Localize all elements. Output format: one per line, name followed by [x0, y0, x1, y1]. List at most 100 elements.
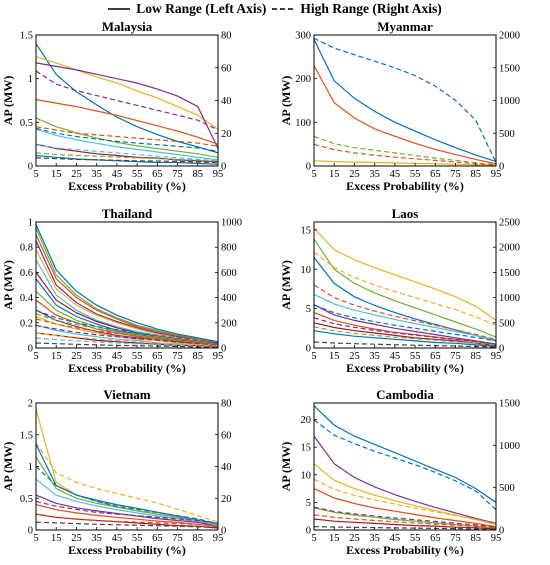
y-right-tick-label: 2500 — [499, 218, 520, 229]
series-line-high-11 — [36, 144, 218, 162]
axes-box — [35, 221, 219, 349]
x-tick-label: 45 — [112, 533, 123, 544]
subplot-title: Laos — [392, 206, 419, 221]
series-line-high-19 — [36, 337, 218, 348]
y-right-tick-label: 2000 — [499, 243, 520, 254]
series-line-low-3 — [314, 293, 496, 341]
legend-solid-line — [108, 8, 131, 10]
axes-box — [313, 402, 497, 531]
x-tick-label: 25 — [349, 533, 360, 544]
subplot-laos: 5 15 25 35 45 55 65 75 85 95051015050010001500200… — [279, 206, 520, 375]
series-line-low-6 — [36, 513, 218, 529]
x-tick-label: 25 — [71, 533, 82, 544]
y-left-tick-label: 1 — [28, 218, 33, 229]
x-tick-label: 45 — [390, 351, 401, 362]
x-tick-label: 5 — [311, 533, 316, 544]
series-line-low-1 — [314, 238, 496, 338]
x-tick-label: 25 — [71, 351, 82, 362]
series-line-low-2 — [36, 234, 218, 344]
y-left-tick-label: 100 — [295, 118, 311, 129]
y-right-tick-label: 1500 — [499, 399, 520, 410]
y-left-tick-label: 0 — [306, 344, 311, 355]
series-line-low-7 — [314, 330, 496, 347]
y-right-tick-label: 20 — [221, 129, 232, 140]
x-tick-label: 85 — [193, 169, 204, 180]
y-left-tick-label: 0.2 — [20, 318, 33, 329]
series-line-low-3 — [314, 488, 496, 528]
x-tick-label: 85 — [471, 351, 482, 362]
y-right-tick-label: 1000 — [499, 293, 520, 304]
y-right-tick-label: 200 — [221, 318, 237, 329]
subplot-title: Malaysia — [102, 19, 153, 34]
series-line-low-2 — [36, 62, 218, 149]
x-tick-label: 15 — [51, 351, 62, 362]
series-line-high-18 — [36, 332, 218, 347]
series-line-high-17 — [36, 324, 218, 347]
series-line-high-9 — [36, 500, 218, 525]
series-line-high-9 — [36, 126, 218, 147]
x-tick-label: 5 — [33, 169, 38, 180]
x-tick-label: 65 — [152, 169, 163, 180]
x-tick-label: 35 — [369, 533, 380, 544]
x-tick-label: 25 — [71, 169, 82, 180]
x-tick-label: 5 — [311, 169, 316, 180]
y-right-tick-label: 1000 — [221, 218, 242, 229]
series-line-low-1 — [36, 56, 218, 130]
y-right-tick-label: 500 — [499, 129, 515, 140]
x-axis-label: Excess Probability (%) — [346, 361, 464, 375]
x-tick-label: 15 — [329, 169, 340, 180]
series-line-high-8 — [314, 251, 496, 326]
x-tick-label: 65 — [152, 533, 163, 544]
x-tick-label: 45 — [112, 169, 123, 180]
x-tick-label: 25 — [349, 169, 360, 180]
x-tick-label: 55 — [410, 169, 421, 180]
y-left-tick-label: 0 — [28, 526, 33, 537]
y-right-tick-label: 20 — [221, 494, 232, 505]
x-tick-label: 5 — [311, 351, 316, 362]
x-tick-label: 85 — [471, 533, 482, 544]
y-right-tick-label: 0 — [221, 162, 226, 173]
subplot-title: Vietnam — [103, 387, 150, 402]
x-tick-label: 45 — [112, 351, 123, 362]
subplot-title: Cambodia — [376, 387, 434, 402]
y-right-tick-label: 80 — [221, 399, 232, 410]
series-line-low-1 — [314, 65, 496, 165]
series-line-low-3 — [36, 240, 218, 344]
x-tick-label: 85 — [193, 351, 204, 362]
series-line-high-8 — [36, 70, 218, 131]
y-left-tick-label: 1.5 — [20, 31, 33, 42]
x-tick-label: 75 — [172, 169, 183, 180]
subplot-malaysia: 5 15 25 35 45 55 65 75 85 9500.511.5020406080Mala… — [1, 19, 232, 193]
y-right-tick-label: 0 — [499, 344, 504, 355]
y-axis-label: AP (MW) — [279, 76, 293, 126]
series-line-high-20 — [36, 342, 218, 348]
subplot-title: Thailand — [102, 206, 153, 221]
x-axis-label: Excess Probability (%) — [68, 361, 186, 375]
series-line-low-2 — [36, 456, 218, 525]
series-line-high-7 — [314, 478, 496, 525]
y-left-tick-label: 1 — [28, 462, 33, 473]
subplot-myanmar: 5 15 25 35 45 55 65 75 85 95010020030005001000150… — [279, 19, 520, 193]
series-line-high-8 — [36, 466, 218, 525]
x-tick-label: 55 — [132, 169, 143, 180]
series-line-high-16 — [36, 318, 218, 346]
y-right-tick-label: 60 — [221, 63, 232, 74]
series-line-high-10 — [36, 513, 218, 527]
subplot-thailand: 5 15 25 35 45 55 65 75 85 9500.20.40.60.810200400… — [1, 206, 242, 375]
x-tick-label: 55 — [410, 351, 421, 362]
series-line-high-15 — [36, 313, 218, 345]
series-line-high-13 — [36, 157, 218, 164]
y-right-tick-label: 500 — [499, 318, 515, 329]
x-tick-label: 95 — [491, 169, 502, 180]
subplot-title: Myanmar — [377, 19, 433, 34]
x-tick-label: 55 — [410, 533, 421, 544]
series-group — [314, 227, 496, 348]
series-line-high-9 — [314, 284, 496, 340]
y-left-tick-label: 20 — [301, 415, 312, 426]
x-tick-label: 75 — [450, 533, 461, 544]
y-right-tick-label: 500 — [499, 483, 515, 494]
x-tick-label: 75 — [172, 351, 183, 362]
x-tick-label: 75 — [450, 351, 461, 362]
y-right-tick-label: 1500 — [499, 268, 520, 279]
